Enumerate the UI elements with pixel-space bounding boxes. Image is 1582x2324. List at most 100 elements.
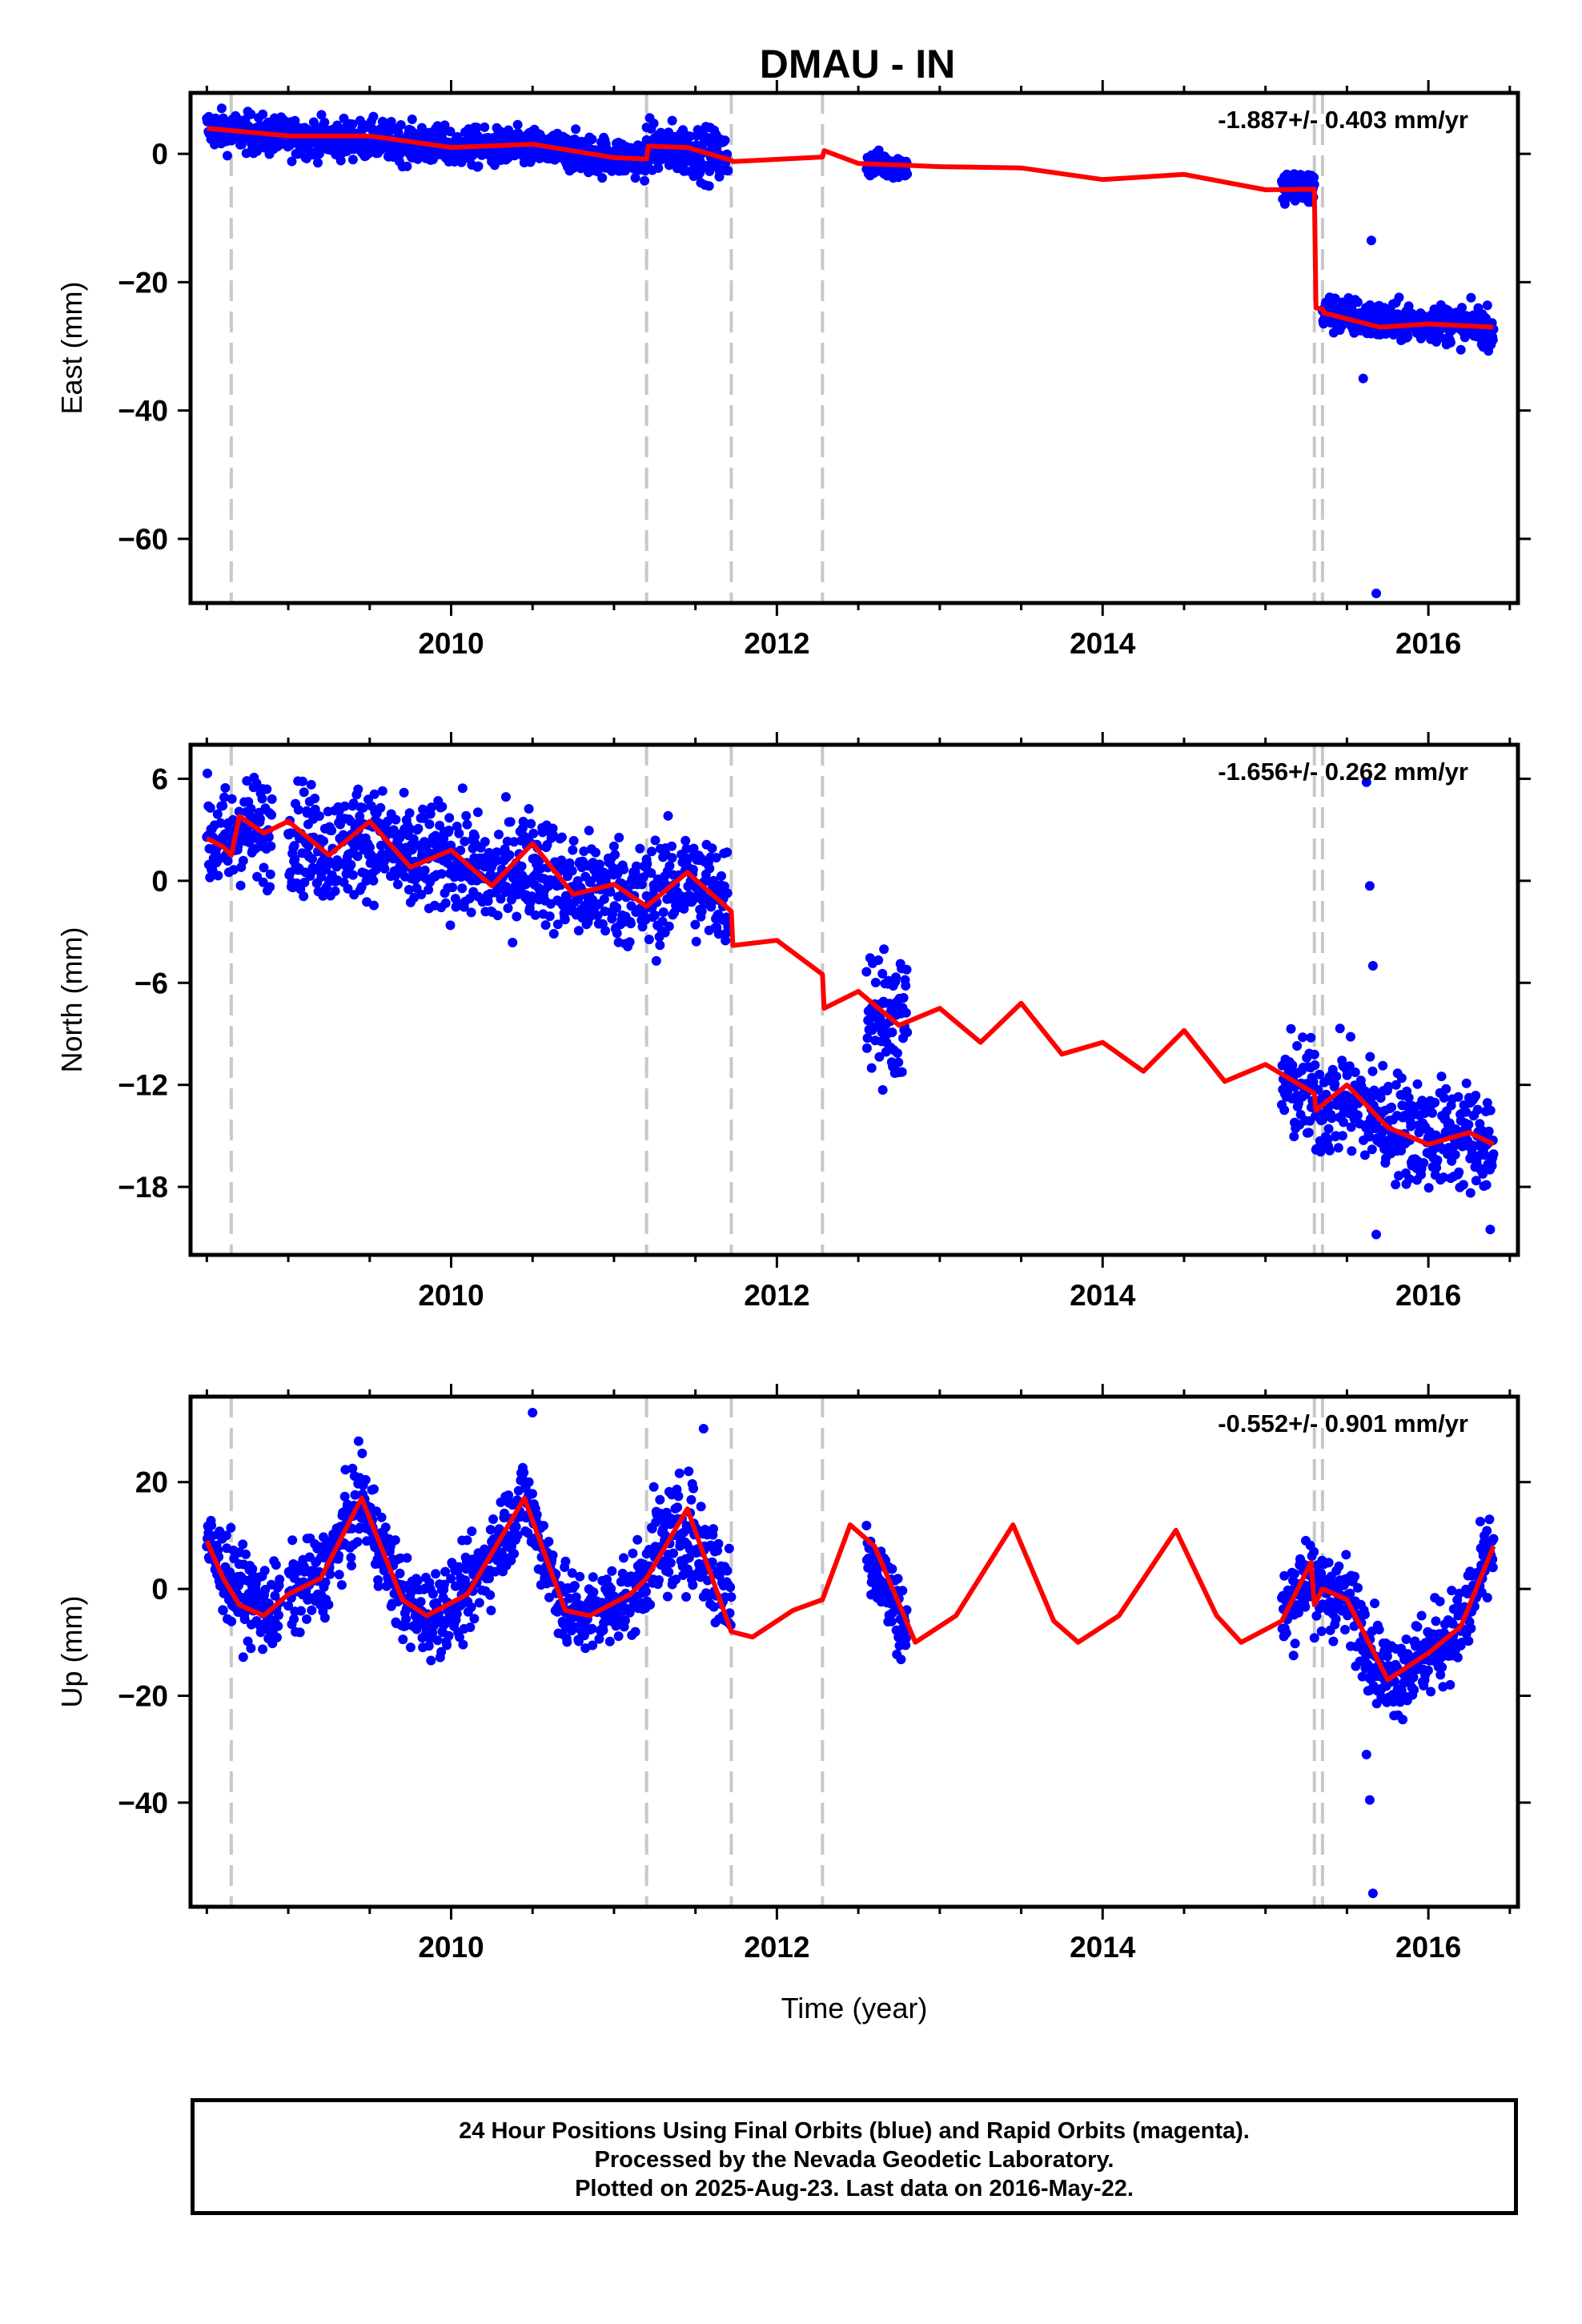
data-point xyxy=(658,907,669,918)
data-point xyxy=(485,1590,496,1600)
data-point xyxy=(399,787,409,798)
data-point xyxy=(568,835,579,846)
data-point xyxy=(357,1448,367,1458)
data-point xyxy=(1403,1092,1414,1103)
data-point xyxy=(1391,1080,1401,1090)
data-point xyxy=(1398,1715,1408,1725)
data-point xyxy=(528,1489,537,1499)
x-tick-label: 2016 xyxy=(1395,627,1461,660)
data-point xyxy=(1466,1623,1476,1634)
data-point xyxy=(893,1574,903,1584)
data-point xyxy=(343,883,353,894)
data-point xyxy=(612,928,622,939)
data-point xyxy=(273,1621,283,1631)
data-point xyxy=(1403,332,1413,341)
data-point xyxy=(503,903,513,914)
data-point xyxy=(588,1587,599,1598)
data-point xyxy=(1311,1610,1322,1621)
data-point xyxy=(1478,1168,1488,1179)
data-point xyxy=(1461,1107,1472,1117)
data-point xyxy=(1423,1183,1434,1193)
data-point xyxy=(380,1522,391,1533)
data-point xyxy=(350,1490,360,1500)
data-point xyxy=(1419,1158,1429,1168)
data-point xyxy=(1288,1651,1299,1661)
data-point xyxy=(1309,1546,1319,1557)
y-tick-label: 0 xyxy=(151,865,168,898)
data-point xyxy=(1310,1060,1320,1070)
data-point xyxy=(544,911,555,922)
data-point xyxy=(265,882,275,892)
data-point xyxy=(1412,1622,1423,1632)
data-point xyxy=(722,888,733,899)
data-point xyxy=(500,792,511,802)
outlier-point xyxy=(1361,1749,1371,1759)
data-point xyxy=(1452,1652,1463,1663)
x-tick-label: 2016 xyxy=(1395,1279,1461,1312)
x-axis-label: Time (year) xyxy=(781,1992,928,2024)
data-point xyxy=(1445,1679,1456,1690)
data-point xyxy=(681,1592,691,1602)
data-point xyxy=(1458,1180,1468,1190)
data-point xyxy=(1416,1610,1427,1621)
data-point xyxy=(373,1581,383,1591)
data-point xyxy=(636,879,647,890)
data-point xyxy=(1435,1670,1446,1680)
data-point xyxy=(444,1630,454,1641)
data-point xyxy=(416,123,427,133)
y-axis-label: Up (mm) xyxy=(55,1596,88,1708)
data-point xyxy=(484,1574,494,1583)
data-point xyxy=(432,121,443,131)
data-point xyxy=(1426,1687,1436,1697)
data-point xyxy=(426,1655,436,1666)
data-point xyxy=(691,936,701,947)
data-point xyxy=(263,832,274,842)
data-point xyxy=(319,117,330,127)
data-point xyxy=(877,968,888,979)
data-point xyxy=(339,801,350,811)
data-point xyxy=(327,826,337,836)
data-point xyxy=(665,861,675,871)
data-point xyxy=(1302,1581,1312,1591)
data-point xyxy=(1306,1032,1316,1043)
data-point xyxy=(220,782,231,793)
data-point xyxy=(234,806,244,817)
data-point xyxy=(720,135,730,146)
data-point xyxy=(548,1550,558,1560)
data-point xyxy=(665,1558,676,1568)
data-point xyxy=(597,173,608,183)
data-point xyxy=(1359,1150,1370,1160)
data-point xyxy=(548,823,558,834)
data-point xyxy=(569,1581,580,1591)
data-point xyxy=(241,1549,251,1559)
data-point xyxy=(1378,1060,1388,1071)
outlier-point xyxy=(1364,881,1375,891)
data-point xyxy=(568,845,578,855)
data-point xyxy=(1300,1602,1311,1612)
data-point xyxy=(299,787,309,798)
data-point xyxy=(1409,1685,1419,1695)
data-point xyxy=(413,823,424,834)
data-point xyxy=(1367,1144,1377,1155)
y-tick-label: −20 xyxy=(118,266,168,299)
data-point xyxy=(512,1530,523,1541)
data-point xyxy=(287,1535,298,1546)
data-point xyxy=(579,846,589,856)
data-point xyxy=(376,1512,387,1522)
data-point xyxy=(898,993,909,1003)
data-point xyxy=(296,1606,306,1616)
data-point xyxy=(646,868,656,879)
data-point xyxy=(1350,1571,1360,1582)
data-point xyxy=(1339,1117,1349,1128)
data-point xyxy=(897,1586,908,1596)
data-point xyxy=(873,145,884,155)
data-point xyxy=(239,1614,250,1624)
data-point xyxy=(369,1484,379,1494)
caption-line-1: 24 Hour Positions Using Final Orbits (bl… xyxy=(459,2118,1250,2144)
data-point xyxy=(1309,172,1319,183)
data-point xyxy=(624,937,635,947)
data-point xyxy=(320,1577,331,1587)
data-point xyxy=(713,1538,724,1549)
data-point xyxy=(667,115,677,126)
data-point xyxy=(873,955,884,965)
